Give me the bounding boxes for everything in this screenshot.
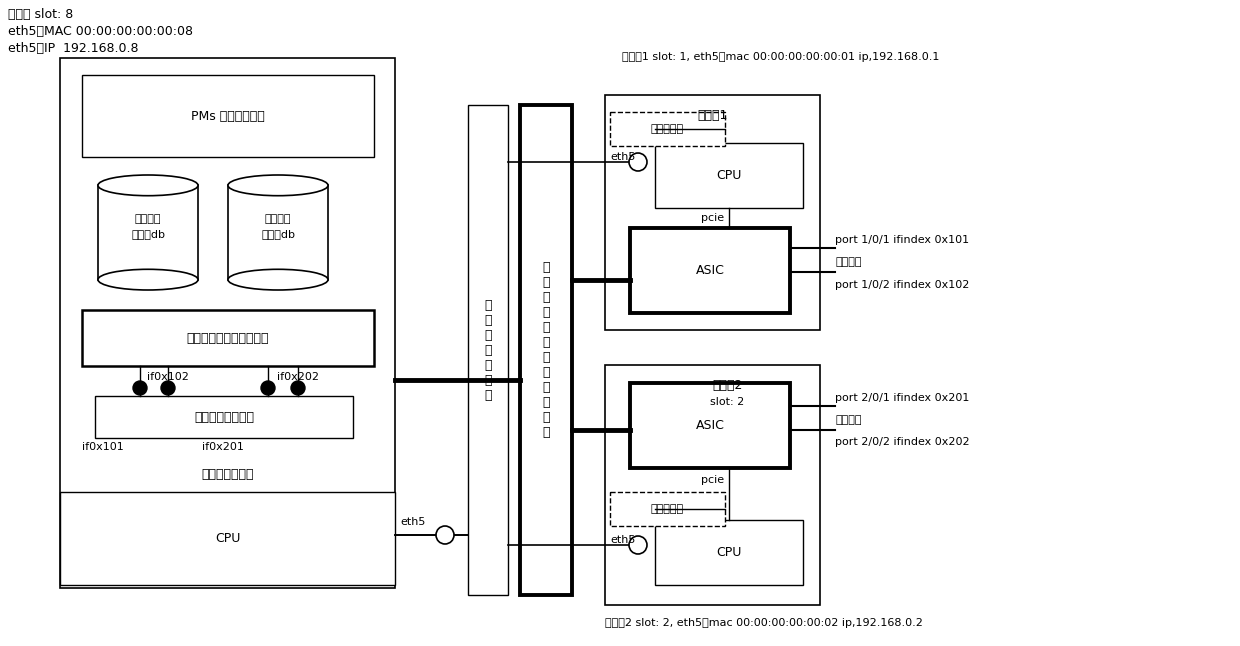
FancyBboxPatch shape: [95, 396, 353, 438]
FancyBboxPatch shape: [60, 492, 396, 585]
Circle shape: [133, 381, 148, 395]
Text: 面邻居db: 面邻居db: [260, 229, 295, 239]
Text: pcie: pcie: [701, 213, 724, 223]
Text: 重定向驱动: 重定向驱动: [651, 124, 684, 134]
Text: port 2/0/2 ifindex 0x202: port 2/0/2 ifindex 0x202: [835, 437, 970, 447]
FancyBboxPatch shape: [520, 105, 572, 595]
Text: port 1/0/1 ifindex 0x101: port 1/0/1 ifindex 0x101: [835, 235, 970, 245]
Text: port 1/0/2 ifindex 0x102: port 1/0/2 ifindex 0x102: [835, 280, 970, 290]
Text: if0x101: if0x101: [82, 442, 124, 452]
FancyBboxPatch shape: [605, 95, 820, 330]
Text: 业务板2 slot: 2, eth5的mac 00:00:00:00:00:02 ip,192.168.0.2: 业务板2 slot: 2, eth5的mac 00:00:00:00:00:02…: [605, 618, 923, 628]
FancyBboxPatch shape: [82, 310, 374, 366]
Text: eth5的MAC 00:00:00:00:00:08: eth5的MAC 00:00:00:00:00:08: [7, 25, 193, 38]
FancyBboxPatch shape: [228, 185, 329, 280]
Text: pcie: pcie: [701, 475, 724, 485]
Text: eth5: eth5: [401, 517, 425, 527]
Ellipse shape: [98, 269, 198, 290]
Text: CPU: CPU: [717, 169, 742, 182]
FancyBboxPatch shape: [60, 58, 396, 588]
Ellipse shape: [228, 175, 329, 196]
Text: CPU: CPU: [717, 546, 742, 559]
Text: eth5: eth5: [610, 535, 635, 545]
Text: 虚拟业务端口驱动: 虚拟业务端口驱动: [193, 410, 254, 424]
Text: 业
务
数
据
面
网
络
，
快
速
转
发: 业 务 数 据 面 网 络 ， 快 速 转 发: [542, 261, 549, 439]
FancyBboxPatch shape: [610, 112, 725, 146]
Text: 主控板 slot: 8: 主控板 slot: 8: [7, 8, 73, 21]
Text: 重定向驱动: 重定向驱动: [651, 504, 684, 514]
Text: if0x202: if0x202: [277, 372, 319, 382]
Text: PMs 协议计算处理: PMs 协议计算处理: [191, 110, 265, 123]
Circle shape: [629, 536, 647, 554]
Text: if0x102: if0x102: [148, 372, 188, 382]
FancyBboxPatch shape: [467, 105, 508, 595]
FancyBboxPatch shape: [655, 143, 804, 208]
Text: slot: 2: slot: 2: [711, 397, 745, 407]
Text: 业务板2: 业务板2: [712, 379, 743, 392]
Circle shape: [161, 381, 175, 395]
FancyBboxPatch shape: [610, 492, 725, 526]
Text: if0x201: if0x201: [202, 442, 244, 452]
FancyBboxPatch shape: [98, 185, 198, 280]
Text: 业务数据面慢速转发处理: 业务数据面慢速转发处理: [187, 331, 269, 344]
Text: 业务端口: 业务端口: [835, 415, 862, 425]
Text: ASIC: ASIC: [696, 419, 724, 432]
FancyBboxPatch shape: [655, 520, 804, 585]
FancyBboxPatch shape: [630, 228, 790, 313]
Circle shape: [629, 153, 647, 171]
Ellipse shape: [98, 175, 198, 196]
Text: 面路由db: 面路由db: [131, 229, 165, 239]
Text: eth5的IP  192.168.0.8: eth5的IP 192.168.0.8: [7, 42, 139, 55]
Text: 业务板1 slot: 1, eth5的mac 00:00:00:00:00:01 ip,192.168.0.1: 业务板1 slot: 1, eth5的mac 00:00:00:00:00:01…: [622, 52, 940, 62]
FancyBboxPatch shape: [82, 75, 374, 157]
FancyBboxPatch shape: [630, 383, 790, 468]
Text: 业务数据: 业务数据: [135, 214, 161, 224]
Circle shape: [260, 381, 275, 395]
Ellipse shape: [228, 269, 329, 290]
Text: eth5: eth5: [610, 152, 635, 162]
FancyBboxPatch shape: [605, 365, 820, 605]
Text: 嵌入式操作系统: 嵌入式操作系统: [201, 468, 254, 481]
Text: port 2/0/1 ifindex 0x201: port 2/0/1 ifindex 0x201: [835, 393, 970, 403]
Text: CPU: CPU: [215, 532, 241, 545]
Text: 控
制
面
以
太
网
络: 控 制 面 以 太 网 络: [485, 298, 492, 402]
Circle shape: [291, 381, 305, 395]
Text: ASIC: ASIC: [696, 264, 724, 277]
Text: 业务板1: 业务板1: [697, 109, 728, 122]
Circle shape: [436, 526, 454, 544]
Text: 业务端口: 业务端口: [835, 257, 862, 267]
Text: 业务数据: 业务数据: [265, 214, 291, 224]
